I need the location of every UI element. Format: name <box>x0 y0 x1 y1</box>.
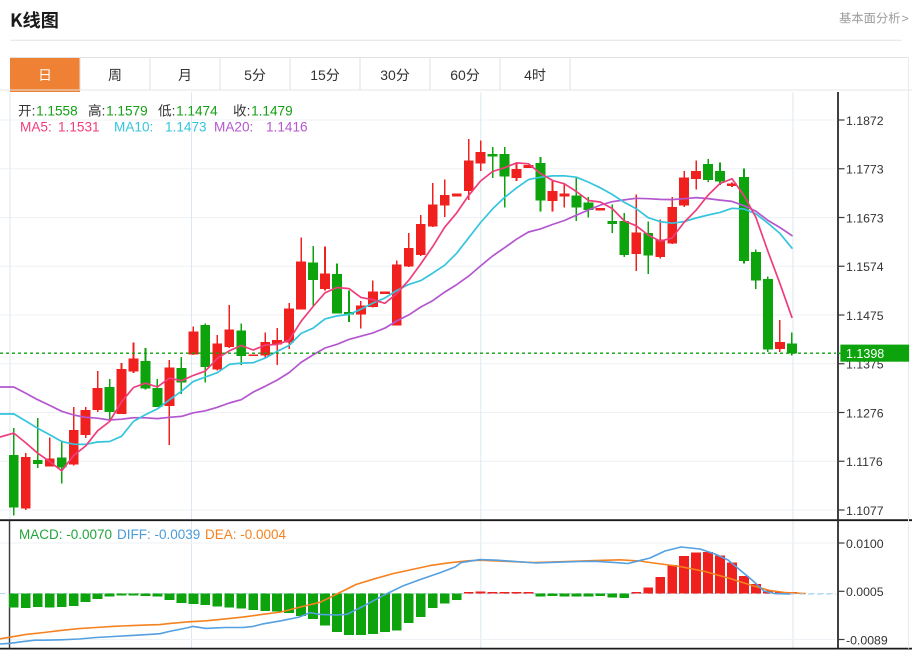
svg-text:MA5:: MA5: <box>20 120 52 135</box>
svg-text:>: > <box>902 12 909 26</box>
svg-text:30: 30 <box>380 67 396 83</box>
svg-text:MACD: -0.0070: MACD: -0.0070 <box>19 527 112 542</box>
svg-text:4: 4 <box>524 67 532 83</box>
svg-text:1.1077: 1.1077 <box>846 504 884 518</box>
svg-text:1.1574: 1.1574 <box>846 260 884 274</box>
svg-text::: : <box>172 104 176 119</box>
svg-text:1.1475: 1.1475 <box>846 309 884 323</box>
svg-text:0.0005: 0.0005 <box>846 585 884 599</box>
svg-text:1.1398: 1.1398 <box>846 347 884 361</box>
svg-text:1.1531: 1.1531 <box>58 120 100 135</box>
svg-text:1.1673: 1.1673 <box>846 211 884 225</box>
svg-text:1.1276: 1.1276 <box>846 406 884 420</box>
svg-text:1.1579: 1.1579 <box>106 104 148 119</box>
svg-text:0.0100: 0.0100 <box>846 537 884 551</box>
svg-text:1.1479: 1.1479 <box>251 104 293 119</box>
svg-text:1.1474: 1.1474 <box>176 104 218 119</box>
svg-text:-0.0089: -0.0089 <box>846 633 888 647</box>
svg-text::: : <box>102 104 106 119</box>
svg-text:60: 60 <box>450 67 466 83</box>
svg-text:1.1773: 1.1773 <box>846 163 884 177</box>
svg-text:MA10:: MA10: <box>114 120 153 135</box>
svg-text:1.1176: 1.1176 <box>846 455 883 469</box>
svg-text:1.1416: 1.1416 <box>266 120 308 135</box>
svg-text:1.1558: 1.1558 <box>36 104 78 119</box>
svg-text:1.1473: 1.1473 <box>165 120 207 135</box>
svg-text:1.1872: 1.1872 <box>846 114 884 128</box>
svg-text:DEA: -0.0004: DEA: -0.0004 <box>205 527 287 542</box>
svg-text::: : <box>247 104 251 119</box>
svg-text:5: 5 <box>244 67 252 83</box>
svg-text:MA20:: MA20: <box>214 120 253 135</box>
svg-text:DIFF: -0.0039: DIFF: -0.0039 <box>117 527 200 542</box>
svg-text:15: 15 <box>310 67 326 83</box>
svg-text::: : <box>32 104 36 119</box>
